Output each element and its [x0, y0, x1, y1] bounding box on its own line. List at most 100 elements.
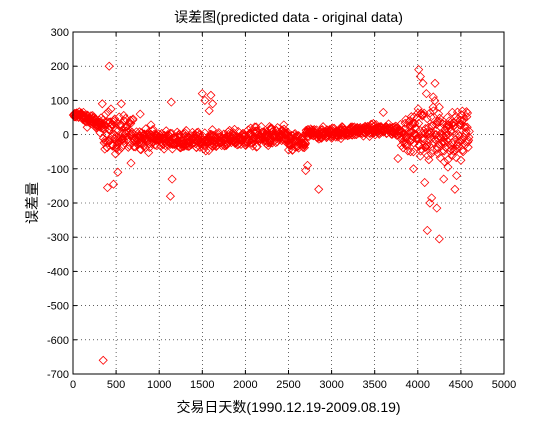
error-point — [428, 92, 438, 102]
error-point — [422, 225, 432, 235]
x-axis-label: 交易日天数(1990.12.19-2009.08.19) — [176, 399, 400, 415]
y-tick-label: -600 — [47, 335, 69, 347]
error-point — [439, 137, 449, 147]
error-point — [458, 147, 468, 157]
error-point — [104, 124, 114, 134]
error-point — [125, 115, 135, 125]
error-point — [167, 128, 177, 139]
axis-ticks: 0 500 1000 1500 2000 2500 3000 3500 4000 4500 5000… — [47, 27, 516, 391]
error-point — [434, 102, 444, 112]
error-point — [452, 144, 462, 154]
error-point — [408, 164, 419, 174]
error-point — [426, 149, 436, 159]
y-tick-label: -400 — [47, 266, 69, 278]
error-point — [413, 108, 423, 118]
error-point — [120, 122, 130, 132]
error-point — [267, 127, 277, 137]
error-point — [462, 108, 473, 118]
error-point — [283, 127, 293, 137]
error-point — [197, 89, 207, 99]
error-point — [97, 99, 107, 109]
error-point — [463, 142, 473, 152]
error-point — [98, 355, 108, 365]
error-point — [420, 142, 430, 152]
x-tick-label: 0 — [70, 379, 76, 391]
error-point — [250, 122, 260, 132]
error-point — [430, 78, 440, 88]
error-point — [450, 184, 460, 194]
error-point — [434, 234, 444, 244]
error-point — [135, 109, 145, 119]
error-point — [302, 160, 313, 170]
error-point — [110, 149, 121, 159]
error-point — [416, 144, 426, 154]
error-point — [437, 146, 447, 156]
error-point — [252, 141, 262, 152]
data-points — [68, 61, 474, 365]
error-point — [462, 122, 472, 132]
y-tick-label: 0 — [63, 130, 69, 142]
error-point — [413, 104, 423, 114]
error-point — [114, 112, 124, 122]
error-point — [378, 107, 388, 117]
error-point — [116, 143, 126, 153]
grid-lines — [73, 32, 504, 374]
error-point — [126, 158, 136, 168]
error-point — [433, 116, 443, 127]
error-point — [167, 174, 177, 184]
error-point — [439, 174, 449, 184]
error-point — [402, 133, 413, 143]
error-point — [251, 122, 261, 132]
error-point — [408, 147, 418, 157]
x-tick-label: 3500 — [362, 379, 386, 391]
error-point — [428, 102, 438, 112]
x-tick-label: 4000 — [406, 379, 430, 391]
error-point — [393, 153, 403, 164]
error-point — [428, 106, 438, 116]
error-point — [455, 136, 465, 146]
error-point — [183, 141, 193, 151]
error-point — [192, 128, 202, 138]
error-point — [160, 141, 171, 151]
error-point — [191, 142, 202, 153]
error-point — [126, 118, 136, 129]
error-point — [222, 139, 232, 149]
error-point — [452, 171, 462, 181]
y-tick-label: -500 — [47, 301, 69, 313]
error-point — [449, 118, 459, 128]
error-point — [439, 157, 449, 167]
chart-title: 误差图(predicted data - original data) — [174, 9, 403, 25]
error-point — [106, 120, 116, 130]
error-point — [422, 114, 432, 124]
error-point — [442, 131, 452, 141]
error-point — [146, 120, 156, 130]
error-point — [108, 141, 118, 151]
y-tick-label: -200 — [47, 198, 69, 210]
error-point — [116, 99, 126, 109]
error-point — [426, 112, 436, 122]
x-tick-label: 1000 — [147, 379, 171, 391]
error-point — [210, 133, 220, 143]
error-point — [422, 140, 432, 150]
error-point — [322, 125, 332, 135]
error-point — [424, 155, 434, 165]
error-point — [421, 89, 431, 99]
error-point — [427, 193, 437, 203]
error-point — [464, 132, 474, 142]
error-point — [113, 167, 123, 177]
error-point — [156, 141, 166, 151]
error-point — [415, 151, 425, 161]
error-point — [314, 184, 324, 194]
error-point — [101, 109, 111, 119]
x-tick-label: 5000 — [492, 379, 516, 391]
error-point — [451, 152, 461, 163]
error-point — [204, 106, 214, 116]
error-point — [415, 140, 425, 151]
error-point — [406, 147, 416, 157]
error-point — [144, 148, 154, 158]
error-point — [418, 134, 428, 144]
error-point — [455, 115, 465, 125]
error-point — [119, 110, 129, 121]
error-point — [116, 119, 126, 129]
